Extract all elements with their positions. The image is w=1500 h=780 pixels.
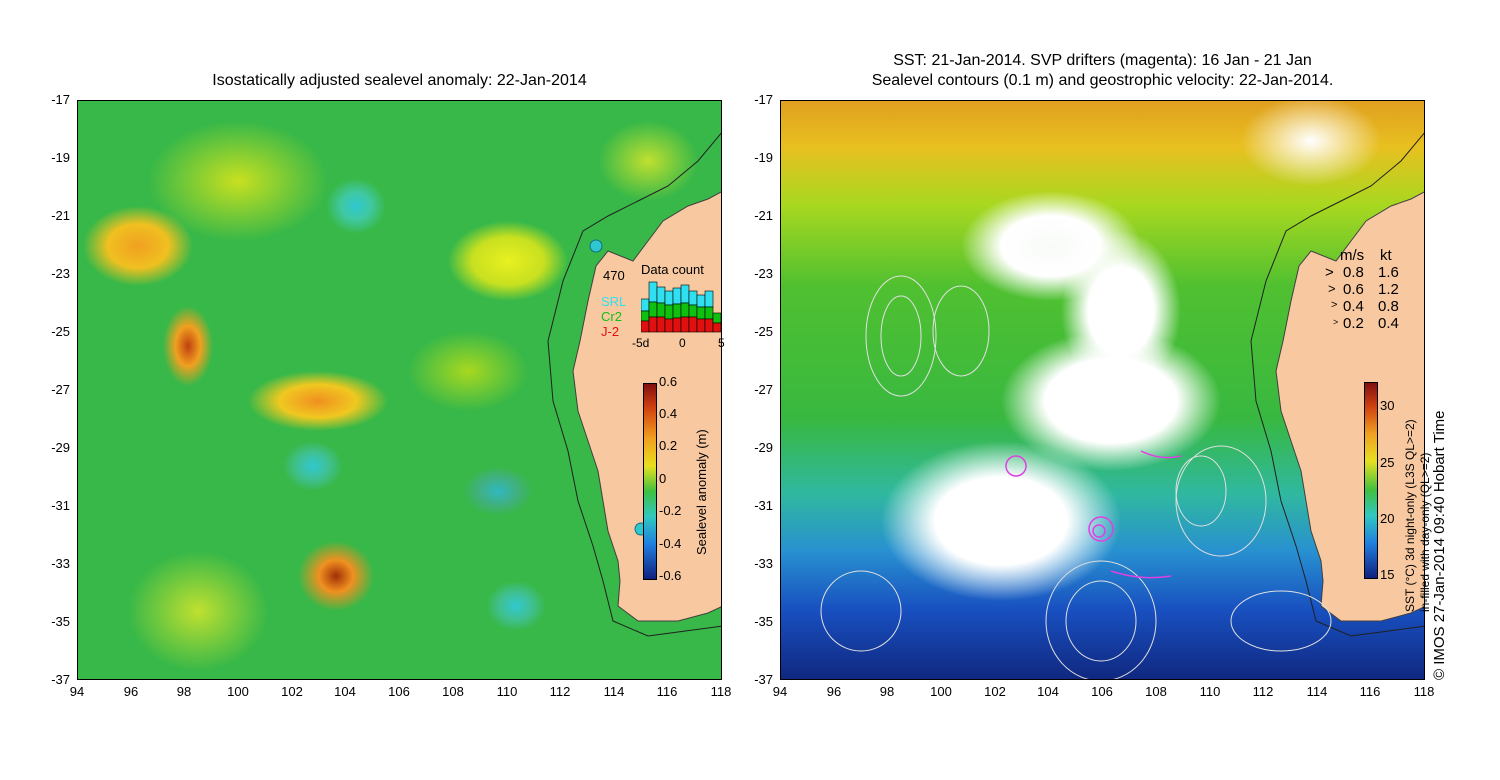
arrow-icon: >	[1331, 299, 1338, 311]
arrow-icon: >	[1333, 317, 1339, 327]
sealevel-map	[77, 100, 722, 680]
right-title-line1: SST: 21-Jan-2014. SVP drifters (magenta)…	[893, 52, 1312, 69]
right-title-line2: Sealevel contours (0.1 m) and geostrophi…	[871, 72, 1334, 89]
land-australia	[1275, 191, 1424, 622]
tide-gauge-marker	[589, 239, 603, 253]
sst-map	[780, 100, 1425, 680]
arrow-icon: >	[1328, 281, 1336, 296]
left-title: Isostatically adjusted sealevel anomaly:…	[212, 72, 587, 89]
arrow-icon: >	[1325, 264, 1334, 281]
svp-drifters	[1005, 450, 1182, 579]
sealevel-contours	[820, 275, 1332, 679]
copyright: © IMOS 27-Jan-2014 09:40 Hobart Time	[1431, 410, 1448, 680]
data-count-histogram	[641, 281, 722, 333]
